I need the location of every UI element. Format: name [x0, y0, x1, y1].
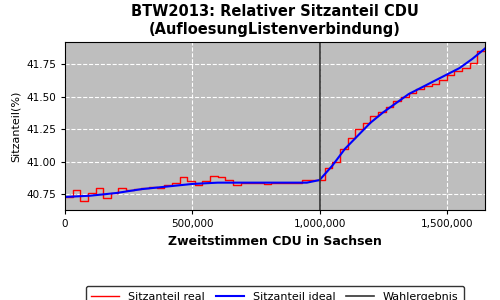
Sitzanteil ideal — [266, 181, 272, 184]
Sitzanteil real — [78, 199, 84, 203]
Sitzanteil ideal — [368, 121, 374, 124]
Sitzanteil real — [70, 189, 75, 192]
X-axis label: Zweitstimmen CDU in Sachsen: Zweitstimmen CDU in Sachsen — [168, 235, 382, 248]
Sitzanteil ideal — [354, 134, 360, 138]
Sitzanteil ideal — [190, 182, 196, 186]
Sitzanteil ideal — [380, 110, 386, 114]
Line: Sitzanteil ideal: Sitzanteil ideal — [65, 49, 485, 197]
Sitzanteil ideal — [291, 181, 297, 184]
Sitzanteil ideal — [393, 101, 399, 105]
Line: Sitzanteil real: Sitzanteil real — [65, 47, 485, 201]
Sitzanteil ideal — [330, 164, 336, 167]
Sitzanteil real — [390, 99, 396, 102]
Sitzanteil ideal — [406, 92, 411, 96]
Sitzanteil real — [62, 195, 68, 199]
Sitzanteil ideal — [431, 79, 437, 83]
Sitzanteil ideal — [138, 188, 144, 191]
Sitzanteil ideal — [113, 191, 119, 195]
Sitzanteil ideal — [444, 73, 450, 76]
Sitzanteil ideal — [164, 185, 170, 188]
Sitzanteil ideal — [62, 195, 68, 199]
Sitzanteil real — [330, 160, 336, 164]
Sitzanteil ideal — [316, 178, 322, 182]
Sitzanteil ideal — [418, 86, 424, 89]
Sitzanteil ideal — [470, 57, 476, 61]
Sitzanteil ideal — [342, 147, 348, 151]
Sitzanteil ideal — [240, 181, 246, 184]
Y-axis label: Sitzanteil(%): Sitzanteil(%) — [10, 90, 20, 162]
Sitzanteil ideal — [214, 181, 220, 184]
Legend: Sitzanteil real, Sitzanteil ideal, Wahlergebnis: Sitzanteil real, Sitzanteil ideal, Wahle… — [86, 286, 464, 300]
Sitzanteil real — [306, 178, 312, 182]
Sitzanteil real — [482, 45, 488, 49]
Title: BTW2013: Relativer Sitzanteil CDU
(AufloesungListenverbindung): BTW2013: Relativer Sitzanteil CDU (Auflo… — [131, 4, 419, 37]
Sitzanteil real — [222, 178, 228, 182]
Sitzanteil real — [344, 136, 350, 140]
Sitzanteil ideal — [88, 194, 94, 197]
Sitzanteil ideal — [456, 66, 462, 70]
Sitzanteil ideal — [482, 47, 488, 50]
Sitzanteil ideal — [304, 181, 310, 184]
